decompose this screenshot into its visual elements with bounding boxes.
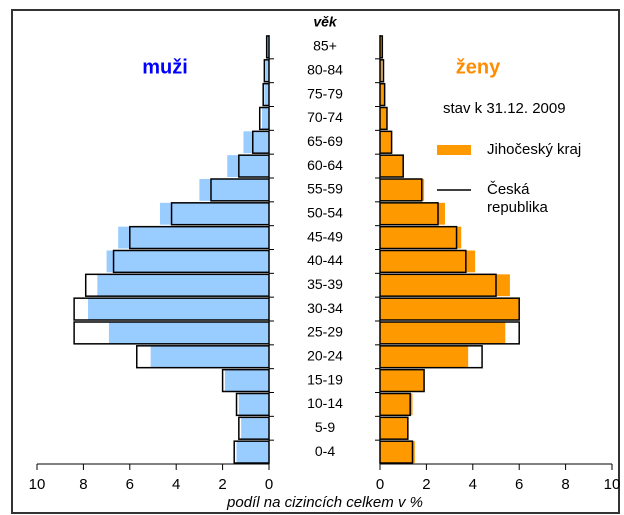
bar [88, 298, 269, 320]
legend-label: Česká republika [487, 181, 548, 216]
group-label: ženy [456, 56, 501, 78]
bar [159, 202, 269, 225]
bar [118, 226, 269, 249]
category-label: 45-49 [307, 228, 343, 244]
bar [264, 83, 269, 106]
bar [380, 155, 404, 177]
bar [380, 59, 383, 82]
x-tick-label: 6 [126, 476, 134, 493]
x-tick-label: 0 [265, 476, 273, 493]
bar [380, 345, 469, 368]
x-tick-label: 2 [218, 476, 226, 493]
bar [108, 322, 269, 344]
bar [380, 417, 408, 440]
category-label: 35-39 [307, 276, 343, 292]
note: stav k 31.12. 2009 [443, 100, 566, 117]
category-label: 75-79 [307, 85, 343, 101]
category-label: 25-29 [307, 324, 343, 340]
bar [262, 107, 269, 130]
bar [380, 36, 383, 58]
category-label: 20-24 [307, 347, 343, 363]
group-label: muži [142, 56, 188, 78]
category-label: 10-14 [307, 395, 343, 411]
x-tick-label: 10 [604, 476, 621, 493]
bar [150, 345, 269, 368]
category-label: 65-69 [307, 133, 343, 149]
category-title: věk [313, 14, 338, 30]
bar [236, 441, 269, 463]
category-label: 60-64 [307, 157, 343, 173]
category-label: 15-19 [307, 371, 343, 387]
bar [266, 36, 269, 58]
bar [380, 250, 476, 273]
x-tick-label: 10 [29, 476, 46, 493]
category-label: 5-9 [315, 419, 335, 435]
frame [11, 9, 620, 514]
bar [380, 131, 392, 154]
bar [380, 83, 385, 106]
bar [97, 274, 269, 297]
category-label: 40-44 [307, 252, 343, 268]
bar [241, 417, 269, 440]
bar [380, 298, 520, 320]
bar [380, 179, 425, 201]
bar [227, 155, 269, 177]
x-tick-label: 6 [515, 476, 523, 493]
category-label: 55-59 [307, 181, 343, 197]
bar [224, 369, 269, 392]
bar [243, 131, 269, 154]
category-label: 30-34 [307, 300, 343, 316]
bar [380, 107, 387, 130]
legend-swatch [437, 145, 471, 155]
bar [380, 369, 425, 392]
x-tick-label: 8 [561, 476, 569, 493]
category-label: 85+ [313, 38, 337, 54]
bar [380, 322, 506, 344]
legend-label: Jihočeský kraj [487, 141, 582, 158]
x-axis-title: podíl na cizincích celkem v % [226, 494, 423, 511]
bar [106, 250, 269, 273]
bar [265, 59, 269, 82]
x-tick-label: 2 [422, 476, 430, 493]
bar [380, 226, 462, 249]
x-tick-label: 4 [172, 476, 180, 493]
bar [380, 202, 445, 225]
category-label: 0-4 [315, 443, 335, 459]
x-tick-label: 8 [79, 476, 87, 493]
bar [380, 274, 510, 297]
x-tick-label: 0 [376, 476, 384, 493]
bar [380, 441, 415, 463]
bar [238, 393, 269, 416]
bar [199, 179, 269, 201]
category-label: 80-84 [307, 61, 343, 77]
bar [380, 393, 413, 416]
x-tick-label: 4 [469, 476, 477, 493]
category-label: 50-54 [307, 204, 343, 220]
category-label: 70-74 [307, 109, 343, 125]
